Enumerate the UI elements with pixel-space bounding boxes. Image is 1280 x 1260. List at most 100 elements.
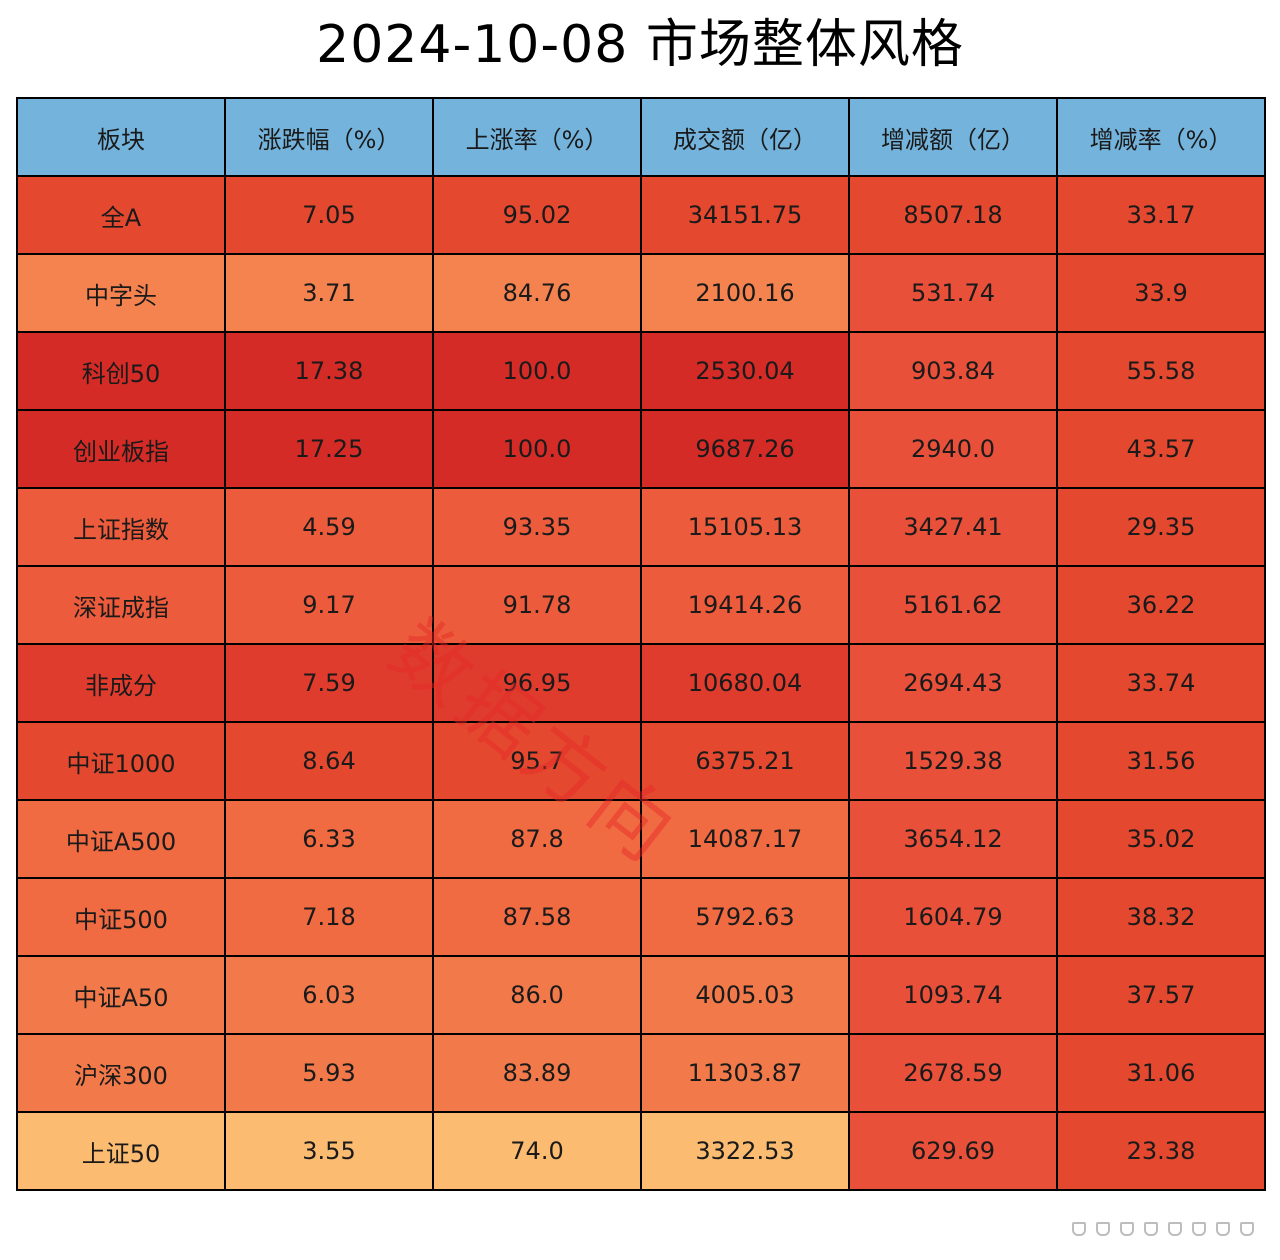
heatmap-cell: 17.38 [224,331,434,411]
heatmap-cell: 3654.12 [848,799,1058,879]
heatmap-cell: 91.78 [432,565,642,645]
heatmap-cell: 2530.04 [640,331,850,411]
heatmap-cell: 8.64 [224,721,434,801]
heatmap-cell: 84.76 [432,253,642,333]
row-label: 上证指数 [16,487,226,567]
heatmap-cell: 87.58 [432,877,642,957]
heatmap-cell: 14087.17 [640,799,850,879]
heatmap-cell: 33.9 [1056,253,1266,333]
row-label: 中证A50 [16,955,226,1035]
column-header: 成交额（亿） [640,97,850,177]
column-header: 上涨率（%） [432,97,642,177]
heatmap-cell: 629.69 [848,1111,1058,1191]
heatmap-cell: 903.84 [848,331,1058,411]
heatmap-cell: 6375.21 [640,721,850,801]
heatmap-cell: 83.89 [432,1033,642,1113]
heatmap-cell: 34151.75 [640,175,850,255]
heatmap-cell: 31.56 [1056,721,1266,801]
heatmap-cell: 19414.26 [640,565,850,645]
table-row: 中证A500 6.33 87.8 14087.17 3654.12 35.02 [16,799,1266,879]
heatmap-cell: 100.0 [432,331,642,411]
heatmap-cell: 531.74 [848,253,1058,333]
column-header: 板块 [16,97,226,177]
row-label: 沪深300 [16,1033,226,1113]
table-row: 沪深300 5.93 83.89 11303.87 2678.59 31.06 [16,1033,1266,1113]
heatmap-cell: 5.93 [224,1033,434,1113]
table-body: 全A 7.05 95.02 34151.75 8507.18 33.17 中字头 3.71 84… [16,175,1266,1191]
heatmap-cell: 37.57 [1056,955,1266,1035]
heatmap-cell: 5792.63 [640,877,850,957]
heatmap-cell: 9.17 [224,565,434,645]
heatmap-cell: 93.35 [432,487,642,567]
page-title: 2024-10-08 市场整体风格 [316,15,964,75]
row-label: 非成分 [16,643,226,723]
heatmap-table: 板块 涨跌幅（%） 上涨率（%） 成交额（亿） 增减额（亿） 增减率（%） 全A 7.05 9… [16,97,1266,1191]
heatmap-cell: 33.74 [1056,643,1266,723]
heatmap-cell: 2678.59 [848,1033,1058,1113]
row-label: 上证50 [16,1111,226,1191]
heatmap-cell: 87.8 [432,799,642,879]
heatmap-cell: 8507.18 [848,175,1058,255]
table-row: 创业板指 17.25 100.0 9687.26 2940.0 43.57 [16,409,1266,489]
heatmap-cell: 5161.62 [848,565,1058,645]
heatmap-cell: 55.58 [1056,331,1266,411]
table-row: 上证50 3.55 74.0 3322.53 629.69 23.38 [16,1111,1266,1191]
heatmap-cell: 74.0 [432,1111,642,1191]
heatmap-cell: 7.18 [224,877,434,957]
heatmap-cell: 3322.53 [640,1111,850,1191]
heatmap-cell: 96.95 [432,643,642,723]
heatmap-cell: 95.02 [432,175,642,255]
footer-mark-icon [1072,1222,1262,1236]
row-label: 中证500 [16,877,226,957]
row-label: 创业板指 [16,409,226,489]
row-label: 中证A500 [16,799,226,879]
heatmap-cell: 95.7 [432,721,642,801]
heatmap-cell: 23.38 [1056,1111,1266,1191]
heatmap-cell: 43.57 [1056,409,1266,489]
table-row: 深证成指 9.17 91.78 19414.26 5161.62 36.22 [16,565,1266,645]
table-row: 科创50 17.38 100.0 2530.04 903.84 55.58 [16,331,1266,411]
heatmap-cell: 29.35 [1056,487,1266,567]
heatmap-cell: 2940.0 [848,409,1058,489]
heatmap-cell: 3.71 [224,253,434,333]
table-row: 非成分 7.59 96.95 10680.04 2694.43 33.74 [16,643,1266,723]
header-row: 板块 涨跌幅（%） 上涨率（%） 成交额（亿） 增减额（亿） 增减率（%） [16,97,1266,177]
heatmap-cell: 1093.74 [848,955,1058,1035]
row-label: 科创50 [16,331,226,411]
table-row: 上证指数 4.59 93.35 15105.13 3427.41 29.35 [16,487,1266,567]
table-row: 中证500 7.18 87.58 5792.63 1604.79 38.32 [16,877,1266,957]
heatmap-cell: 31.06 [1056,1033,1266,1113]
heatmap-cell: 10680.04 [640,643,850,723]
heatmap-cell: 6.33 [224,799,434,879]
heatmap-cell: 33.17 [1056,175,1266,255]
heatmap-cell: 3427.41 [848,487,1058,567]
heatmap-cell: 100.0 [432,409,642,489]
heatmap-cell: 6.03 [224,955,434,1035]
heatmap-cell: 9687.26 [640,409,850,489]
row-label: 全A [16,175,226,255]
row-label: 中字头 [16,253,226,333]
heatmap-cell: 3.55 [224,1111,434,1191]
heatmap-cell: 2100.16 [640,253,850,333]
heatmap-cell: 17.25 [224,409,434,489]
heatmap-cell: 4.59 [224,487,434,567]
heatmap-cell: 11303.87 [640,1033,850,1113]
heatmap-cell: 7.05 [224,175,434,255]
table-row: 中证1000 8.64 95.7 6375.21 1529.38 31.56 [16,721,1266,801]
heatmap-cell: 15105.13 [640,487,850,567]
heatmap-cell: 1604.79 [848,877,1058,957]
table-row: 中字头 3.71 84.76 2100.16 531.74 33.9 [16,253,1266,333]
heatmap-cell: 38.32 [1056,877,1266,957]
heatmap-cell: 1529.38 [848,721,1058,801]
heatmap-cell: 86.0 [432,955,642,1035]
table-row: 全A 7.05 95.02 34151.75 8507.18 33.17 [16,175,1266,255]
row-label: 中证1000 [16,721,226,801]
heatmap-cell: 2694.43 [848,643,1058,723]
heatmap-cell: 36.22 [1056,565,1266,645]
row-label: 深证成指 [16,565,226,645]
column-header: 增减率（%） [1056,97,1266,177]
heatmap-cell: 35.02 [1056,799,1266,879]
column-header: 涨跌幅（%） [224,97,434,177]
table-row: 中证A50 6.03 86.0 4005.03 1093.74 37.57 [16,955,1266,1035]
heatmap-cell: 4005.03 [640,955,850,1035]
